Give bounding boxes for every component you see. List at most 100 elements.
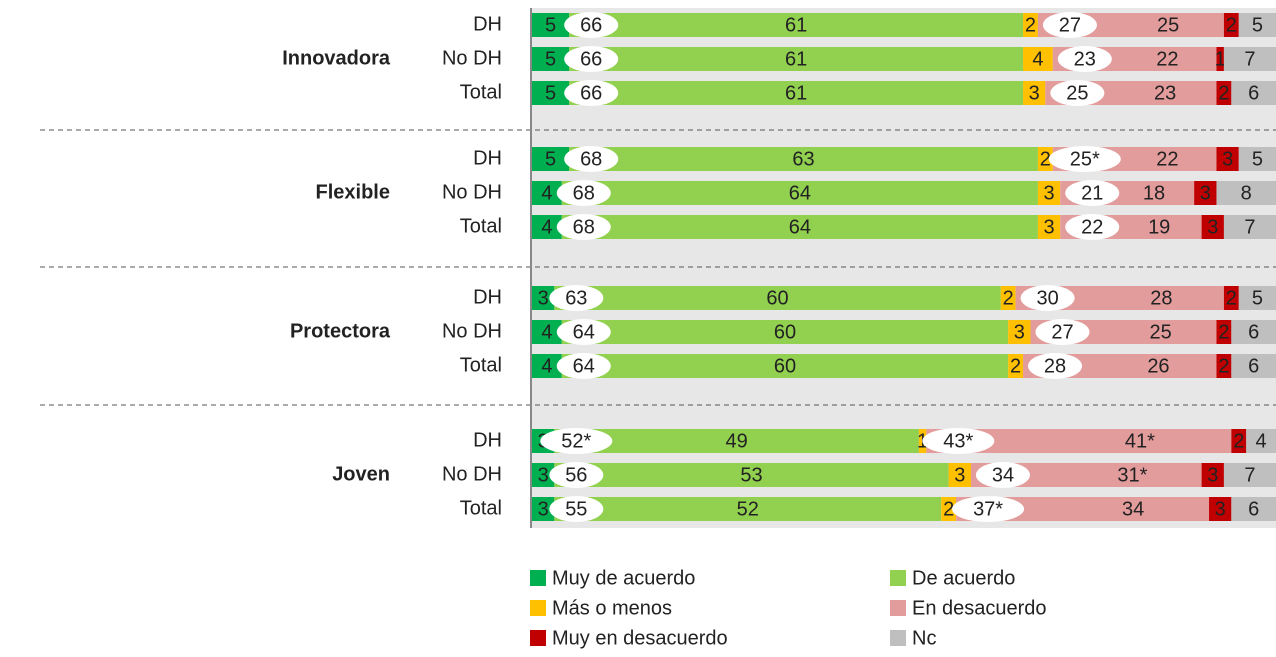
net-oval [564,46,619,72]
value-label: 2 [1025,14,1036,36]
group-label: Innovadora [282,47,391,69]
net-oval [549,462,604,488]
net-label: 64 [573,321,595,343]
legend-swatch [530,630,546,646]
value-label: 2 [1218,321,1229,343]
bar-segment [1223,13,1239,37]
bar-segment [561,320,1009,344]
row-label: DH [473,286,502,308]
bar-segment [569,13,1024,37]
net-label: 34 [992,464,1014,486]
bar-segment [532,147,570,171]
bar-segment [1238,147,1276,171]
value-label: 63 [792,148,814,170]
value-label: 2 [1218,82,1229,104]
net-oval [1042,12,1097,38]
row-label: Total [460,497,502,519]
group-label: Protectora [290,320,391,342]
value-label: 5 [545,48,556,70]
bar-segment [1231,429,1247,453]
value-label: 61 [785,48,807,70]
net-oval [549,496,604,522]
value-label: 25 [1150,321,1172,343]
legend-swatch [530,600,546,616]
bar-segment [1216,320,1232,344]
value-label: 3 [1215,498,1226,520]
net-label: 21 [1081,182,1103,204]
bar-segment [1023,47,1053,71]
bar-segment [532,81,570,105]
value-label: 4 [541,182,552,204]
value-label: 3 [1029,82,1040,104]
value-label: 3 [1222,148,1233,170]
row-label: No DH [442,181,502,203]
net-label: 66 [580,14,602,36]
net-oval [564,146,619,172]
bar-segment [1008,354,1024,378]
bar-segment [1231,354,1276,378]
value-label: 60 [774,321,796,343]
value-label: 60 [774,355,796,377]
row-label: Total [460,81,502,103]
row-label: No DH [442,320,502,342]
bar-segment [554,286,1001,310]
bar-segment [569,147,1038,171]
value-label: 49 [725,430,747,452]
value-label: 2 [1010,355,1021,377]
value-label: 4 [541,321,552,343]
value-label: 31* [1117,464,1147,486]
value-label: 2 [1003,287,1014,309]
value-label: 4 [1032,48,1043,70]
value-label: 5 [1252,148,1263,170]
net-oval [556,319,611,345]
value-label: 3 [538,464,549,486]
net-oval [1050,80,1105,106]
bar-segment [1000,286,1016,310]
net-oval [556,180,611,206]
value-label: 2 [1233,430,1244,452]
bar-segment [1201,463,1224,487]
value-label: 61 [785,82,807,104]
net-label: 52* [561,430,591,452]
value-label: 5 [1252,287,1263,309]
bar-segment [1023,13,1038,37]
net-label: 22 [1081,216,1103,238]
net-oval [1065,180,1120,206]
bar-segment [561,215,1038,239]
bar-segment [1223,463,1276,487]
legend-label: Muy de acuerdo [552,567,695,589]
value-label: 8 [1241,182,1252,204]
net-label: 66 [580,48,602,70]
value-label: 3 [1200,182,1211,204]
bar-segment [569,81,1024,105]
bar-segment [1037,147,1053,171]
net-oval [1065,214,1120,240]
value-label: 5 [545,14,556,36]
bar-segment [554,463,949,487]
value-label: 1 [1215,48,1226,70]
value-label: 2 [1226,14,1237,36]
value-label: 34 [1122,498,1144,520]
net-oval [1020,285,1075,311]
value-label: 18 [1143,182,1165,204]
bar-segment [1238,286,1276,310]
value-label: 60 [766,287,788,309]
net-label: 28 [1044,355,1066,377]
row-label: DH [473,147,502,169]
net-oval [556,214,611,240]
value-label: 3 [538,498,549,520]
value-label: 64 [789,216,811,238]
legend-label: Más o menos [552,597,672,619]
bar-segment [1216,147,1239,171]
value-label: 25 [1157,14,1179,36]
bar-segment [1216,47,1224,71]
value-label: 3 [538,287,549,309]
net-label: 64 [573,355,595,377]
value-label: 3 [1014,321,1025,343]
value-label: 5 [1252,14,1263,36]
bar-segment [1194,181,1217,205]
net-label: 43* [943,430,973,452]
row-label: Total [460,215,502,237]
net-label: 30 [1036,287,1058,309]
value-label: 19 [1148,216,1170,238]
